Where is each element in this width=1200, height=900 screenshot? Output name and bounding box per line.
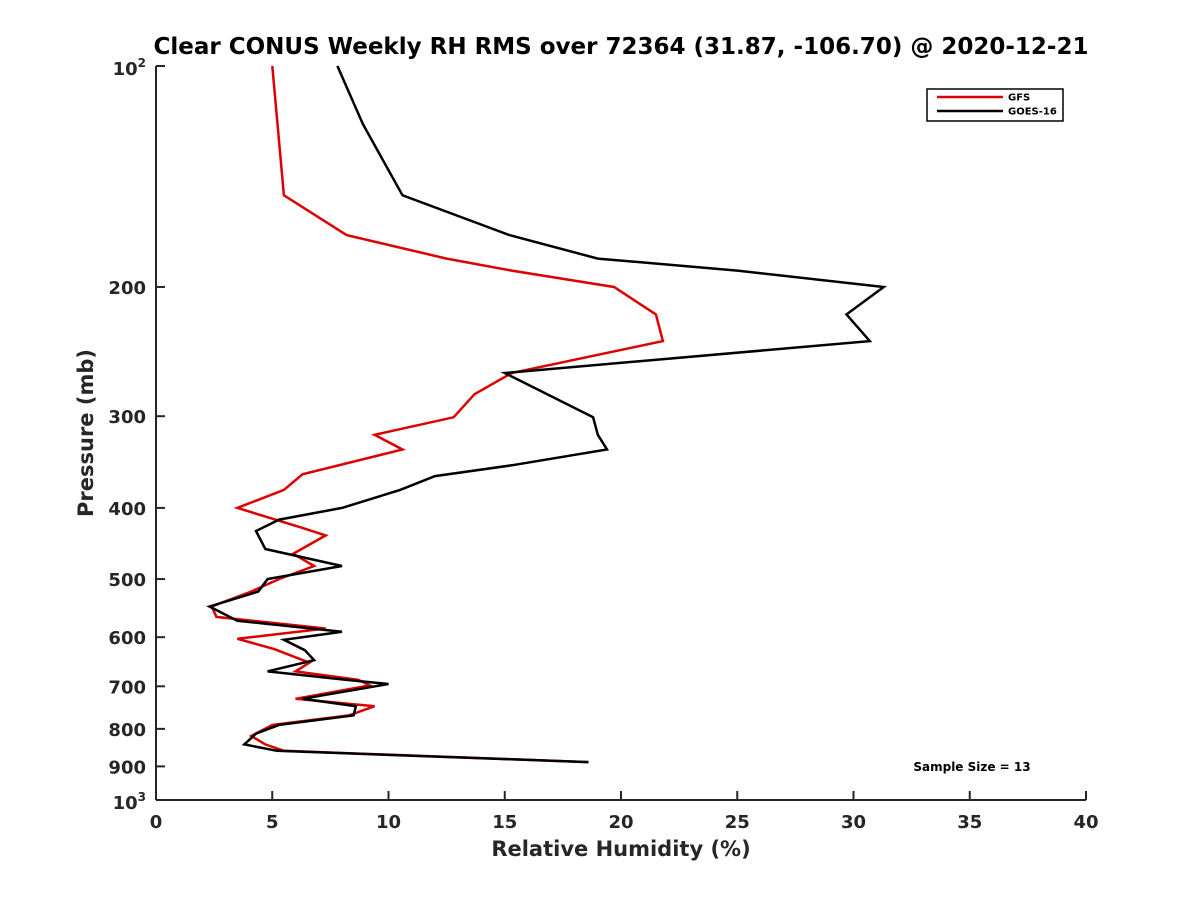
x-tick-label: 0 <box>150 812 163 833</box>
y-tick-label-power: 102 <box>113 56 146 80</box>
series-line-goes-16 <box>206 65 888 764</box>
sample-size-annotation: Sample Size = 13 <box>913 760 1030 774</box>
x-tick-label: 5 <box>266 812 279 833</box>
x-tick-label: 20 <box>608 812 633 833</box>
legend-label-goes-16: GOES-16 <box>1008 107 1057 118</box>
y-tick-exponent: 2 <box>138 56 146 70</box>
x-tick-label: 25 <box>725 812 750 833</box>
legend-box <box>926 88 1064 122</box>
y-tick-exponent: 3 <box>138 790 146 804</box>
chart-title: Clear CONUS Weekly RH RMS over 72364 (31… <box>154 34 1089 60</box>
y-tick-label: 800 <box>108 720 146 741</box>
x-tick-label: 30 <box>841 812 866 833</box>
plot-area: 0 5 10 15 20 25 30 35 40 10220030040050060070080… <box>108 56 1098 833</box>
legend-label-gfs: GFS <box>1008 93 1030 104</box>
series-lines <box>206 65 888 764</box>
x-axis-label: Relative Humidity (%) <box>491 837 750 861</box>
x-tick-label: 15 <box>492 812 517 833</box>
y-tick-label: 300 <box>108 407 146 428</box>
series-line-gfs <box>210 65 665 764</box>
legend: GFS GOES-16 <box>926 88 1064 122</box>
x-tick-label: 35 <box>957 812 982 833</box>
x-tick-label: 10 <box>376 812 401 833</box>
x-ticks: 0 5 10 15 20 25 30 35 40 <box>150 791 1099 833</box>
y-tick-label: 200 <box>108 278 146 299</box>
y-tick-label: 400 <box>108 499 146 520</box>
x-tick-label: 40 <box>1073 812 1098 833</box>
y-tick-label: 500 <box>108 570 146 591</box>
y-tick-base: 10 <box>113 793 138 814</box>
y-tick-label-power: 103 <box>113 790 146 814</box>
y-axis-label: Pressure (mb) <box>74 349 98 517</box>
y-tick-base: 10 <box>113 59 138 80</box>
y-tick-label: 600 <box>108 628 146 649</box>
y-tick-label: 900 <box>108 757 146 778</box>
y-tick-label: 700 <box>108 677 146 698</box>
